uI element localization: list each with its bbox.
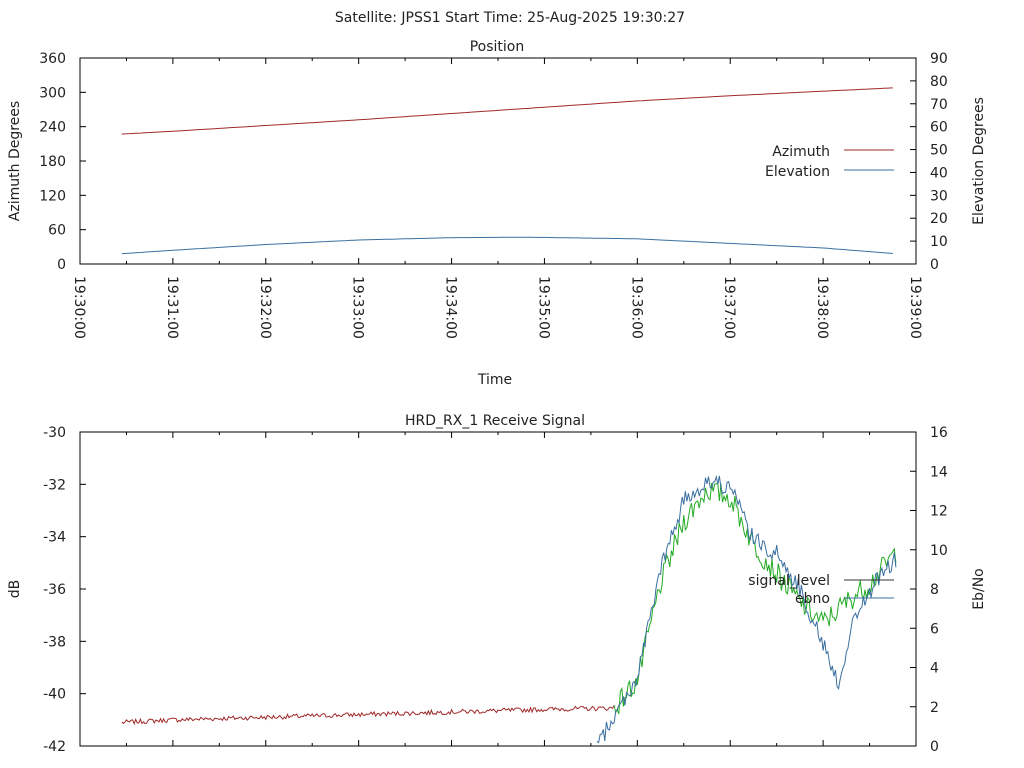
signal-chart-title: HRD_RX_1 Receive Signal [405,413,585,429]
position-legend: Azimuth Elevation [765,144,894,180]
series-line-signal-level [613,481,897,715]
signal-left-axis-label: dB [7,580,23,599]
position-x-tick-label: 19:32:00 [257,276,273,339]
signal-left-tick-label: -40 [43,687,66,703]
signal-series [121,475,897,744]
signal-right-axis: 0 2 4 6 8 10 12 14 16 [910,425,948,755]
signal-left-axis: -30 -32 -34 -36 -38 -40 -42 [43,425,86,755]
signal-right-tick-label: 16 [930,425,948,441]
position-right-tick-label: 60 [930,120,948,136]
position-left-tick-label: 120 [39,188,66,204]
position-left-axis: 0 60 120 180 240 300 360 [39,51,86,273]
position-right-tick-label: 40 [930,165,948,181]
position-x-tick-label: 19:36:00 [628,276,644,339]
series-line-ebno [596,475,897,744]
position-right-axis-label: Elevation Degrees [971,97,987,225]
legend-label-signal-level: signal_level [748,573,830,589]
position-right-axis: 0 10 20 30 40 50 60 70 80 90 [910,51,948,273]
legend-label-ebno: ebno [795,591,830,607]
position-x-tick-label: 19:39:00 [907,276,923,339]
position-left-axis-label: Azimuth Degrees [7,101,23,221]
signal-right-tick-label: 10 [930,543,948,559]
position-panel: Position 19:30:00 19:31:00 19:32:00 19:33:0… [7,39,987,388]
series-line-azimuth [121,87,893,135]
signal-left-tick-label: -36 [43,582,66,598]
signal-right-tick-label: 2 [930,700,939,716]
signal-left-tick-label: -30 [43,425,66,441]
signal-plot-frame [79,431,917,747]
position-left-tick-label: 360 [39,51,66,67]
signal-right-tick-label: 0 [930,739,939,755]
signal-left-tick-label: -32 [43,477,66,493]
position-x-tick-label: 19:34:00 [443,276,459,339]
position-left-tick-label: 60 [48,223,66,239]
series-line-elevation [121,236,893,255]
signal-right-tick-label: 14 [930,464,948,480]
position-right-tick-label: 80 [930,74,948,90]
position-series [121,87,893,255]
figure-title: Satellite: JPSS1 Start Time: 25-Aug-2025… [335,10,685,26]
position-x-tick-label: 19:33:00 [350,276,366,339]
position-x-tick-label: 19:31:00 [164,276,180,339]
legend-label-azimuth: Azimuth [772,144,830,160]
position-left-tick-label: 180 [39,154,66,170]
signal-right-axis-label: Eb/No [971,568,987,610]
position-right-tick-label: 10 [930,234,948,250]
signal-left-tick-label: -34 [43,530,66,546]
position-x-tick-label: 19:35:00 [535,276,551,339]
signal-right-tick-label: 6 [930,621,939,637]
position-x-axis: 19:30:00 19:31:00 19:32:00 19:33:00 19:34:00… [71,58,923,339]
position-plot-frame [79,57,917,265]
position-x-tick-label: 19:38:00 [814,276,830,339]
signal-x-axis [79,432,917,746]
position-right-tick-label: 0 [930,257,939,273]
signal-left-tick-label: -42 [43,739,66,755]
position-left-tick-label: 300 [39,85,66,101]
signal-right-tick-label: 12 [930,504,948,520]
legend-label-elevation: Elevation [765,164,830,180]
position-right-tick-label: 70 [930,97,948,113]
position-right-tick-label: 30 [930,188,948,204]
signal-panel: HRD_RX_1 Receive Signal -30-32-34-36-38-… [7,413,987,755]
series-line-signal-level-unlocked [121,705,615,726]
position-x-axis-label: Time [477,372,512,388]
signal-left-tick-label: -38 [43,634,66,650]
position-chart-title: Position [470,39,525,55]
signal-right-tick-label: 4 [930,661,939,677]
signal-right-tick-label: 8 [930,582,939,598]
position-left-tick-label: 0 [57,257,66,273]
position-x-tick-label: 19:37:00 [721,276,737,339]
position-x-tick-label: 19:30:00 [71,276,87,339]
position-right-tick-label: 90 [930,51,948,67]
position-left-tick-label: 240 [39,120,66,136]
position-right-tick-label: 50 [930,143,948,159]
position-right-tick-label: 20 [930,211,948,227]
